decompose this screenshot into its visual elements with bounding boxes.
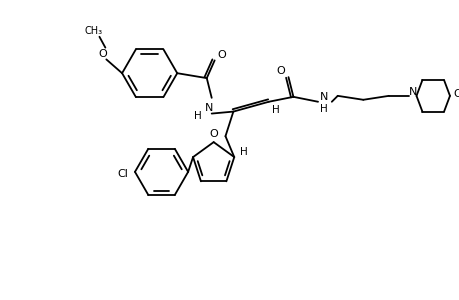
Text: O: O [453,89,459,99]
Text: O: O [217,50,225,61]
Text: H: H [319,103,327,114]
Text: O: O [98,49,106,58]
Text: N: N [409,87,417,97]
Text: Cl: Cl [118,169,129,179]
Text: N: N [204,103,213,113]
Text: N: N [319,92,327,102]
Text: CH₃: CH₃ [84,26,102,36]
Text: O: O [209,129,218,139]
Text: H: H [194,110,202,121]
Text: H: H [271,105,279,115]
Text: H: H [240,147,247,157]
Text: O: O [276,66,285,76]
